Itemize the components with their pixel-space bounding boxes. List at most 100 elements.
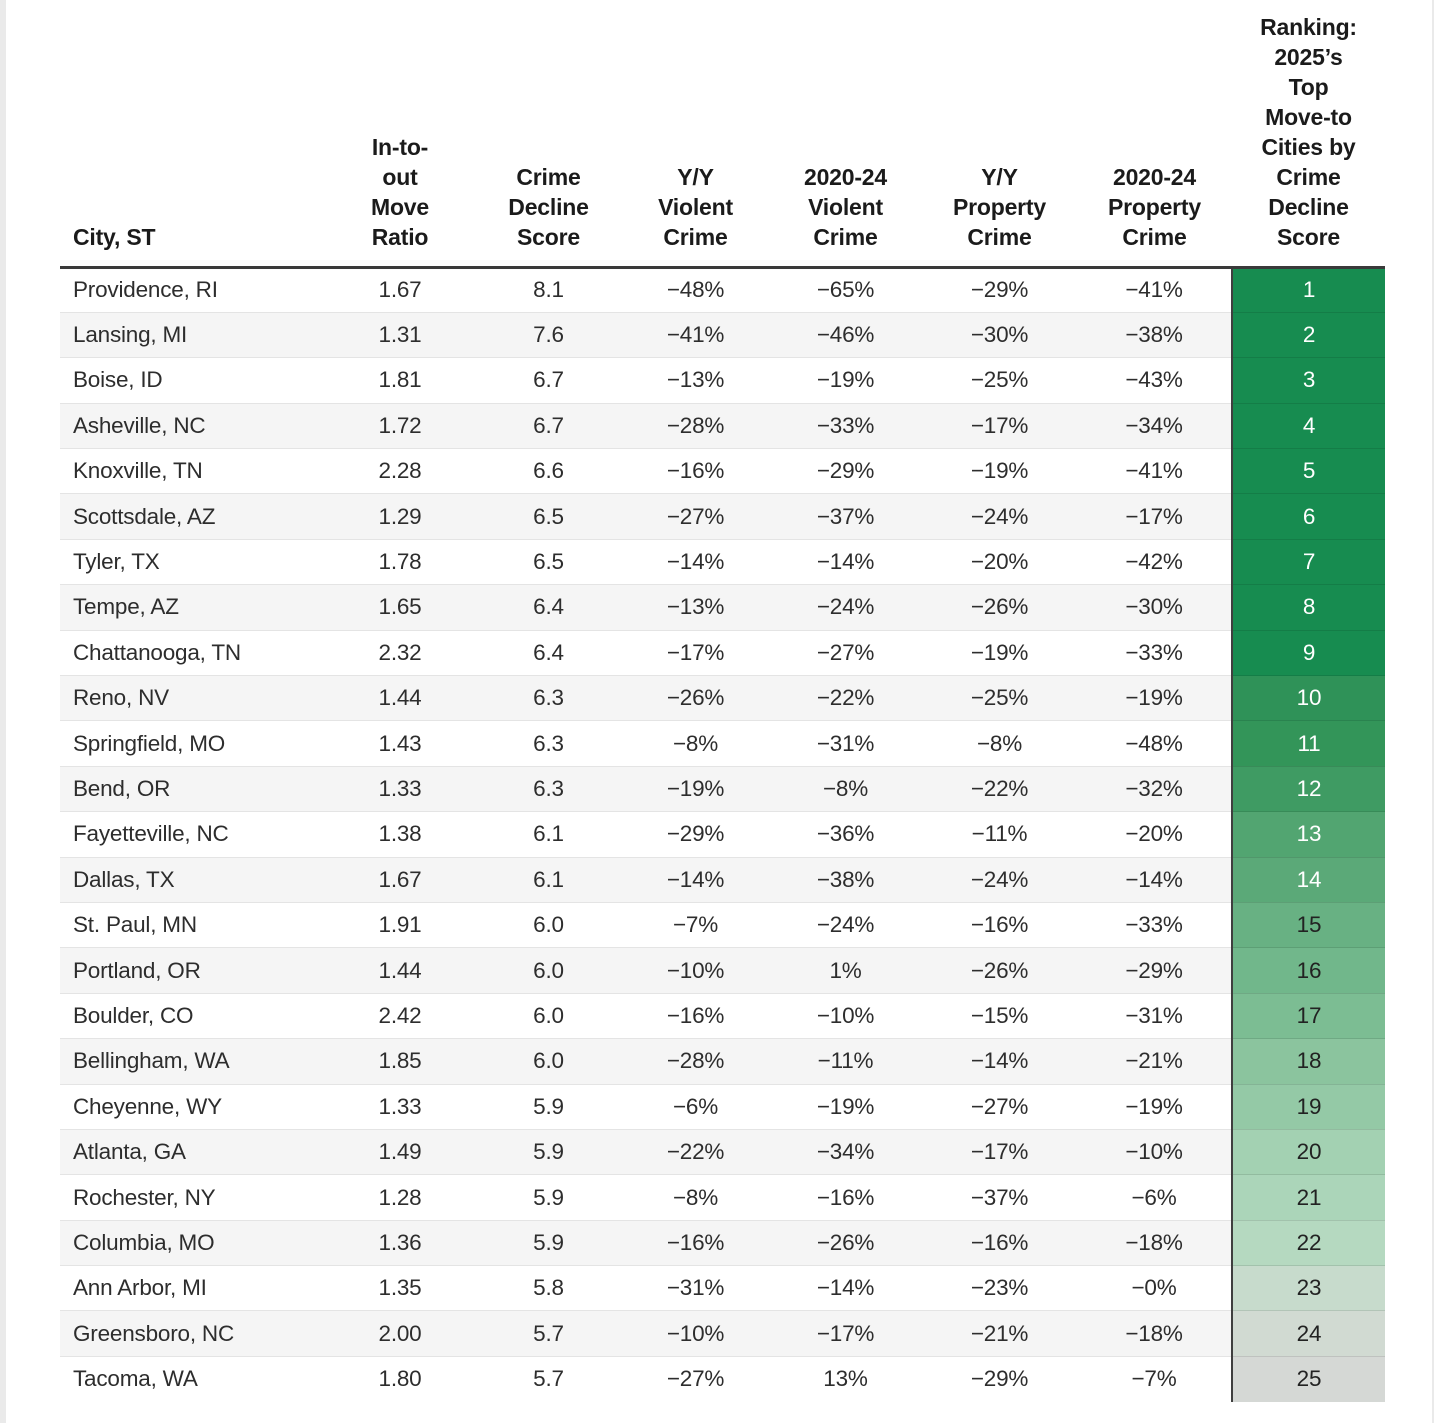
- table-row: Boulder, CO 2.42 6.0 −16% −10% −15% −31%…: [60, 992, 1385, 1039]
- move-ratio-cell: 1.67: [325, 856, 475, 903]
- rank-cell: 21: [1231, 1174, 1385, 1221]
- yy-violent-cell: −10%: [622, 947, 769, 994]
- move-ratio-cell: 1.31: [325, 311, 475, 358]
- move-ratio-cell: 1.28: [325, 1174, 475, 1221]
- property-2020-24-cell: −17%: [1077, 493, 1232, 540]
- city-cell: Providence, RI: [73, 277, 218, 303]
- property-2020-24-cell: −38%: [1077, 311, 1232, 358]
- rank-cell: 7: [1231, 538, 1385, 585]
- city-cell: Bellingham, WA: [60, 1038, 325, 1085]
- table-row: Atlanta, GA 1.49 5.9 −22% −34% −17% −10%…: [60, 1128, 1385, 1175]
- rank-cell: 18: [1231, 1038, 1385, 1085]
- crime-score-cell: 6.6: [475, 448, 622, 494]
- table-row: Rochester, NY 1.28 5.9 −8% −16% −37% −6%…: [60, 1174, 1385, 1221]
- city-cell: Lansing, MI: [60, 311, 325, 358]
- property-2020-24-cell: −10%: [1077, 1128, 1232, 1175]
- table-row: Columbia, MO 1.36 5.9 −16% −26% −16% −18…: [60, 1219, 1385, 1266]
- city-cell: Tempe, AZ: [60, 584, 325, 631]
- yy-violent-cell: −13%: [622, 584, 769, 631]
- yy-violent-cell: −13%: [622, 357, 769, 404]
- move-ratio-cell: 1.44: [325, 675, 475, 721]
- yy-violent-cell: −22%: [622, 1128, 769, 1175]
- violent-2020-24-cell: −37%: [769, 493, 922, 540]
- crime-score-cell: 5.7: [475, 1355, 622, 1402]
- yy-property-cell: −17%: [922, 402, 1077, 449]
- violent-2020-24-cell: −11%: [769, 1038, 922, 1085]
- property-2020-24-cell: −7%: [1077, 1355, 1232, 1402]
- violent-2020-24-cell: −36%: [769, 811, 922, 858]
- header-ranking: Ranking: 2025’s Top Move-to Cities by Cr…: [1232, 0, 1385, 269]
- rank-cell: 1: [1231, 267, 1385, 313]
- yy-violent-cell: −28%: [622, 402, 769, 449]
- property-2020-24-cell: −32%: [1077, 765, 1232, 812]
- move-ratio-cell: 1.85: [325, 1038, 475, 1085]
- crime-score-cell: 6.1: [475, 811, 622, 858]
- yy-property-cell: −22%: [922, 765, 1077, 812]
- property-2020-24-cell: −19%: [1077, 1083, 1232, 1130]
- yy-violent-cell: −14%: [622, 856, 769, 903]
- violent-2020-24-cell: −29%: [769, 448, 922, 494]
- yy-property-cell: −17%: [922, 1128, 1077, 1175]
- move-ratio-cell: 1.49: [325, 1128, 475, 1175]
- city-cell: Boulder, CO: [60, 992, 325, 1039]
- rank-cell: 13: [1231, 811, 1385, 858]
- crime-score-cell: 6.4: [475, 584, 622, 631]
- move-ratio-cell: 1.44: [325, 947, 475, 994]
- property-2020-24-cell: −31%: [1077, 992, 1232, 1039]
- move-ratio-cell: 1.36: [325, 1219, 475, 1266]
- yy-property-cell: −29%: [970, 277, 1029, 303]
- header-yy-violent-crime: Y/Y Violent Crime: [622, 0, 769, 269]
- yy-property-cell: −21%: [922, 1310, 1077, 1357]
- crime-decline-table: City, ST In-to- out Move Ratio Crime Dec…: [60, 0, 1385, 1402]
- crime-score-cell: 6.0: [475, 947, 622, 994]
- property-2020-24-cell: −18%: [1077, 1310, 1232, 1357]
- property-2020-24-cell: −19%: [1077, 675, 1232, 721]
- violent-2020-24-cell: −34%: [769, 1128, 922, 1175]
- yy-property-cell: −29%: [922, 1355, 1077, 1402]
- city-cell: Knoxville, TN: [60, 448, 325, 494]
- move-ratio-cell: 2.42: [325, 992, 475, 1039]
- rank-cell: 17: [1231, 992, 1385, 1039]
- crime-score-cell: 5.7: [475, 1310, 622, 1357]
- violent-2020-24-cell: −27%: [769, 629, 922, 676]
- violent-2020-24-cell: −38%: [769, 856, 922, 903]
- crime-score-cell: 6.3: [475, 675, 622, 721]
- table-header: City, ST In-to- out Move Ratio Crime Dec…: [60, 0, 1385, 269]
- crime-score-cell: 6.4: [475, 629, 622, 676]
- yy-violent-cell: −14%: [622, 538, 769, 585]
- yy-violent-cell: −10%: [622, 1310, 769, 1357]
- violent-2020-24-cell: −14%: [769, 538, 922, 585]
- table-row: Providence, RI 1.67 8.1 −48% −65% −29% −…: [60, 267, 1385, 313]
- city-cell: Boise, ID: [60, 357, 325, 404]
- violent-2020-24-cell: −33%: [769, 402, 922, 449]
- yy-property-cell: −24%: [922, 856, 1077, 903]
- property-2020-24-cell: −43%: [1077, 357, 1232, 404]
- property-2020-24-cell: −33%: [1077, 629, 1232, 676]
- city-cell: Tyler, TX: [60, 538, 325, 585]
- yy-violent-cell: −29%: [622, 811, 769, 858]
- crime-score-cell: 5.9: [475, 1219, 622, 1266]
- move-ratio-cell: 2.32: [325, 629, 475, 676]
- crime-score-cell: 6.0: [475, 901, 622, 948]
- property-2020-24-cell: −34%: [1077, 402, 1232, 449]
- city-cell: Bend, OR: [60, 765, 325, 812]
- city-cell: Reno, NV: [60, 675, 325, 721]
- yy-property-cell: −25%: [922, 675, 1077, 721]
- header-crime-decline-score: Crime Decline Score: [475, 0, 622, 269]
- move-ratio-cell: 1.65: [325, 584, 475, 631]
- property-2020-24-cell: −14%: [1077, 856, 1232, 903]
- table-row: Tyler, TX 1.78 6.5 −14% −14% −20% −42% 7: [60, 538, 1385, 585]
- city-cell: Rochester, NY: [60, 1174, 325, 1221]
- rank-cell: 2: [1231, 311, 1385, 358]
- property-2020-24-cell: −18%: [1077, 1219, 1232, 1266]
- property-2020-24-cell: −42%: [1077, 538, 1232, 585]
- move-ratio-cell: 1.33: [325, 1083, 475, 1130]
- table-row: Bellingham, WA 1.85 6.0 −28% −11% −14% −…: [60, 1038, 1385, 1085]
- yy-property-cell: −27%: [922, 1083, 1077, 1130]
- property-2020-24-cell: −41%: [1077, 448, 1232, 494]
- city-cell: Springfield, MO: [60, 720, 325, 767]
- yy-violent-cell: −7%: [622, 901, 769, 948]
- yy-property-cell: −14%: [922, 1038, 1077, 1085]
- yy-violent-cell: −28%: [622, 1038, 769, 1085]
- property-2020-24-cell: −0%: [1077, 1265, 1232, 1311]
